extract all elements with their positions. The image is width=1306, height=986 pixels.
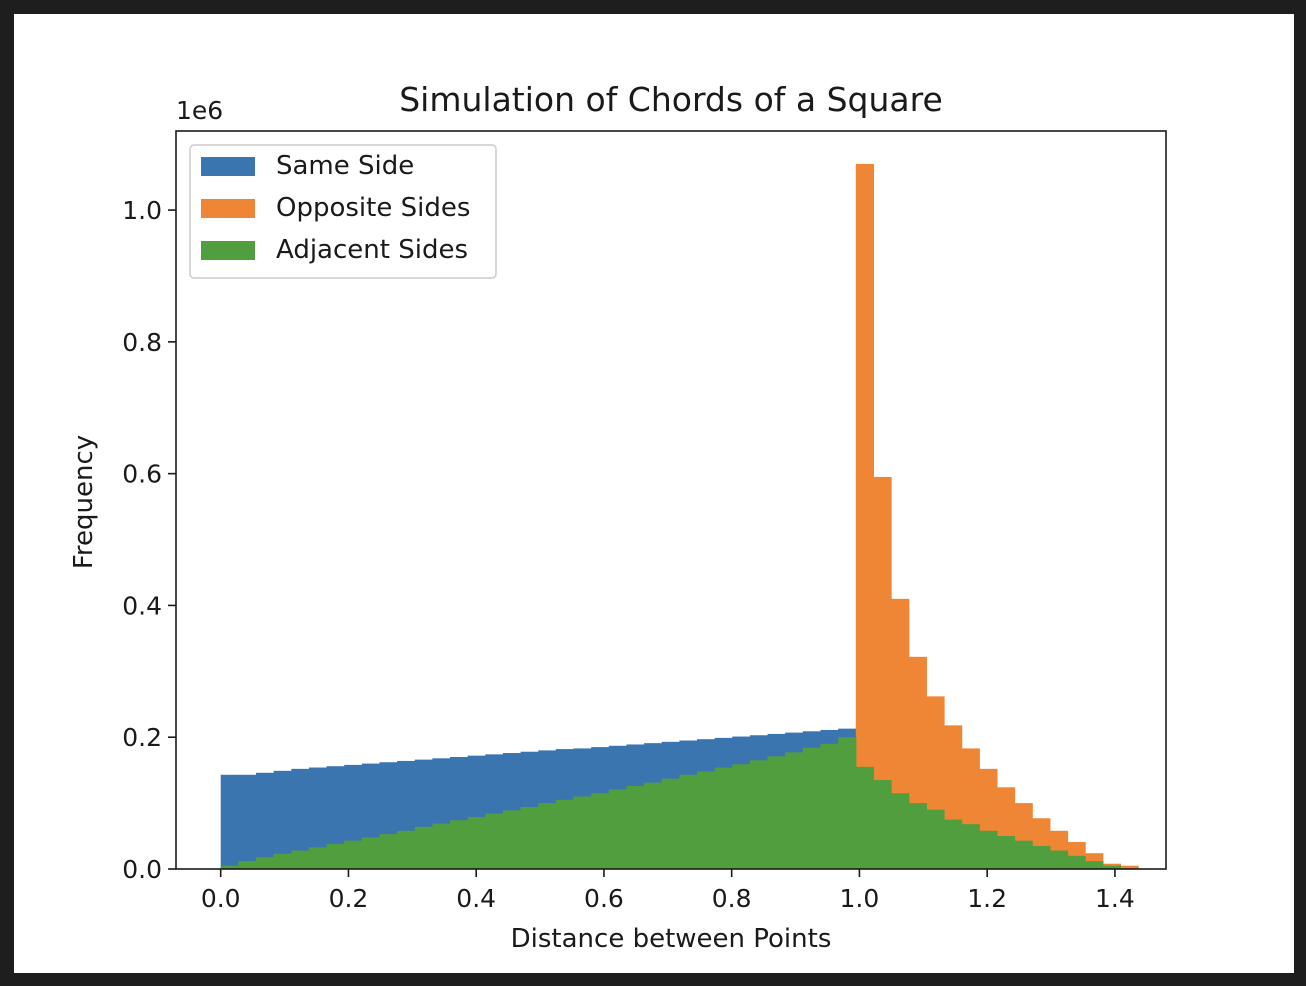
legend-swatch: [201, 157, 255, 176]
bar-adjacent-sides: [1067, 855, 1086, 869]
bar-adjacent-sides: [1014, 840, 1033, 869]
bar-adjacent-sides: [485, 813, 504, 869]
legend-swatch: [201, 241, 255, 260]
bar-adjacent-sides: [943, 819, 963, 869]
x-tick-label: 0.2: [329, 884, 369, 913]
bar-adjacent-sides: [291, 850, 310, 869]
bar-adjacent-sides: [1085, 861, 1104, 869]
legend-box: [189, 144, 497, 279]
bar-adjacent-sides: [838, 737, 857, 869]
bar-adjacent-sides: [802, 747, 822, 869]
x-ticks: 0.0 0.2 0.4 0.6 0.8 1.0 1.2 1.4: [201, 869, 1135, 913]
bar-adjacent-sides: [855, 766, 875, 869]
bar-adjacent-sides: [626, 785, 645, 869]
legend-label: Same Side: [276, 151, 414, 181]
bar-adjacent-sides: [785, 752, 804, 869]
bar-adjacent-sides: [961, 824, 980, 869]
bar-same-side: [291, 768, 310, 869]
bar-adjacent-sides: [326, 843, 345, 869]
y-offset-label: 1e6: [176, 96, 223, 125]
bar-adjacent-sides: [450, 820, 469, 869]
y-tick-label: 0.8: [122, 328, 162, 357]
x-tick-label: 1.4: [1095, 884, 1135, 913]
bar-adjacent-sides: [361, 837, 381, 869]
bar-same-side: [326, 766, 345, 869]
y-tick-label: 0.4: [122, 591, 162, 620]
bar-adjacent-sides: [732, 764, 751, 869]
bar-same-side: [220, 774, 239, 869]
bar-adjacent-sides: [608, 789, 628, 869]
bar-adjacent-sides: [255, 857, 275, 869]
x-tick-label: 0.8: [712, 884, 752, 913]
bar-adjacent-sides: [661, 778, 680, 869]
bar-adjacent-sides: [591, 793, 610, 869]
x-tick-label: 0.6: [584, 884, 624, 913]
y-ticks: 0.0 0.2 0.4 0.6 0.8 1.0: [122, 196, 176, 884]
y-tick-label: 0.0: [122, 855, 162, 884]
bar-adjacent-sides: [873, 780, 892, 869]
bar-adjacent-sides: [1049, 850, 1069, 869]
bar-adjacent-sides: [220, 865, 239, 869]
bar-adjacent-sides: [891, 793, 910, 869]
x-axis-label: Distance between Points: [511, 924, 832, 954]
bar-adjacent-sides: [573, 796, 592, 869]
bar-adjacent-sides: [467, 816, 486, 869]
bar-same-side: [308, 767, 328, 869]
bar-adjacent-sides: [520, 807, 539, 869]
bar-adjacent-sides: [767, 756, 786, 869]
bar-opposite-sides: [873, 476, 892, 869]
y-tick-label: 0.2: [122, 723, 162, 752]
bar-adjacent-sides: [397, 830, 416, 869]
chart-title: Simulation of Chords of a Square: [399, 80, 943, 119]
bar-adjacent-sides: [714, 767, 733, 869]
bar-adjacent-sides: [697, 771, 716, 869]
x-tick-label: 1.0: [840, 884, 880, 913]
bar-same-side: [273, 770, 292, 869]
bar-adjacent-sides: [502, 810, 522, 869]
bar-opposite-sides: [855, 163, 875, 870]
bar-adjacent-sides: [344, 840, 363, 869]
x-tick-label: 1.2: [967, 884, 1007, 913]
axes-frame: [175, 130, 1167, 870]
y-tick-label: 1.0: [122, 196, 162, 225]
bar-adjacent-sides: [679, 774, 698, 869]
bar-adjacent-sides: [555, 799, 575, 869]
bar-adjacent-sides: [1102, 865, 1122, 869]
legend-label: Opposite Sides: [276, 193, 470, 223]
legend: Same Side Opposite Sides Adjacent Sides: [189, 144, 497, 279]
bar-adjacent-sides: [432, 823, 451, 869]
bar-same-side: [238, 774, 257, 869]
bars-layer: [220, 163, 1139, 870]
bar-adjacent-sides: [926, 809, 945, 869]
x-tick-label: 0.4: [456, 884, 496, 913]
legend-swatch: [201, 199, 255, 218]
bar-adjacent-sides: [979, 830, 998, 869]
bar-adjacent-sides: [996, 836, 1016, 869]
bar-adjacent-sides: [308, 847, 328, 869]
bar-adjacent-sides: [749, 760, 769, 869]
bar-adjacent-sides: [379, 834, 398, 869]
bar-adjacent-sides: [538, 803, 557, 869]
histogram-chart: 0.0 0.2 0.4 0.6 0.8 1.0 1.2 1.4 0.0 0.2 0.4 0.6 0.8…: [69, 80, 1167, 954]
bar-adjacent-sides: [414, 826, 434, 869]
bar-opposite-sides: [1120, 865, 1139, 869]
bar-adjacent-sides: [1032, 845, 1051, 869]
x-tick-label: 0.0: [201, 884, 241, 913]
y-axis-label: Frequency: [69, 435, 99, 569]
bar-adjacent-sides: [273, 853, 292, 869]
bar-adjacent-sides: [644, 782, 663, 869]
bar-adjacent-sides: [908, 803, 927, 869]
bar-adjacent-sides: [238, 861, 257, 869]
bar-same-side: [255, 772, 275, 869]
legend-label: Adjacent Sides: [276, 235, 468, 265]
bar-adjacent-sides: [820, 743, 839, 869]
figure: 0.0 0.2 0.4 0.6 0.8 1.0 1.2 1.4 0.0 0.2 0.4 0.6 0.8…: [14, 14, 1294, 973]
y-tick-label: 0.6: [122, 460, 162, 489]
